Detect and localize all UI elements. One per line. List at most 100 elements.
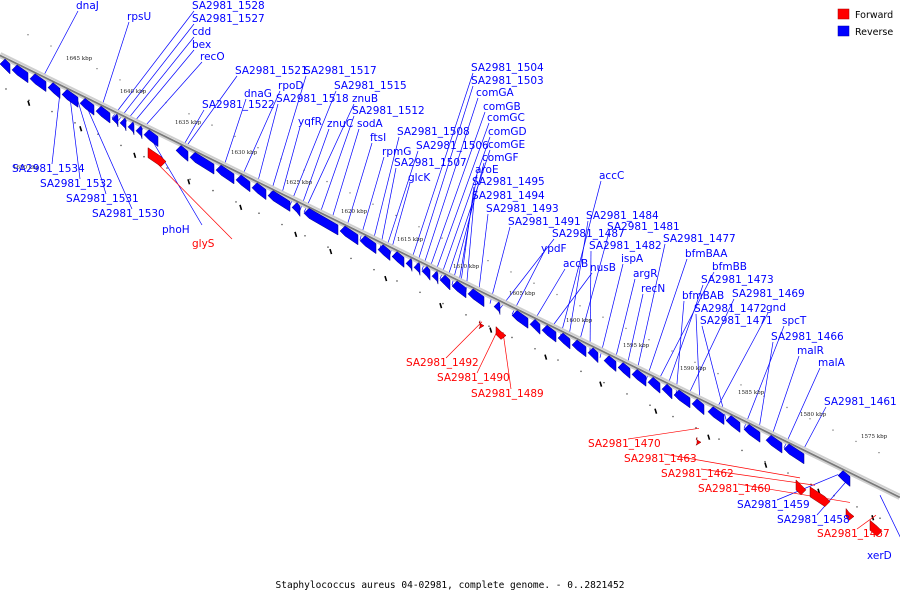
forward-gene <box>147 147 167 167</box>
reverse-gene <box>111 113 119 128</box>
ruler-dot <box>602 316 604 318</box>
ruler-dot <box>488 325 490 327</box>
ruler-dot <box>395 214 397 217</box>
leader-line <box>51 92 61 165</box>
gene-label: rpsU <box>127 11 151 23</box>
scale-tick-label: 1610 kbp <box>453 264 480 270</box>
reverse-gene <box>743 424 761 443</box>
ruler-dot <box>672 415 674 418</box>
leader-line <box>465 200 475 292</box>
ruler-dot <box>740 384 742 386</box>
tick-mark <box>384 275 388 282</box>
leader-line <box>111 10 195 119</box>
leader-line <box>655 271 715 386</box>
tick-mark <box>239 204 243 211</box>
ruler-dot <box>257 147 259 149</box>
gene-label: SA2981_1470 <box>588 438 661 450</box>
gene-label: comGA <box>476 87 515 99</box>
leader-line <box>445 321 483 359</box>
ruler-dot <box>372 203 374 205</box>
tick-mark <box>79 126 83 132</box>
reverse-gene <box>617 362 631 379</box>
reverse-gene <box>267 190 291 212</box>
ruler-dot <box>418 226 420 228</box>
leader-line <box>511 253 544 315</box>
ruler-dot <box>396 280 398 282</box>
reverse-gene <box>405 257 413 272</box>
ruler-dot <box>119 79 121 81</box>
gene-label: SA2981_1490 <box>437 372 510 384</box>
leader-line <box>139 61 203 132</box>
scale-tick-labels: 1650 kbp 1645 kbp 1640 kbp 1635 kbp 1630 kbp… <box>13 56 888 440</box>
reverse-gene <box>61 89 79 108</box>
gene-label: SA2981_1462 <box>661 468 734 480</box>
gene-label: SA2981_1481 <box>607 221 680 233</box>
gene-label: comGB <box>483 101 521 113</box>
leader-line <box>457 174 478 288</box>
leader-line <box>384 150 419 253</box>
tick-mark <box>133 152 137 159</box>
reverse-gene <box>431 270 439 285</box>
leader-line <box>675 300 685 396</box>
ruler-dot <box>786 406 788 409</box>
reverse-gene <box>661 383 673 400</box>
forward-gene <box>478 320 485 330</box>
reverse-gene <box>631 369 647 387</box>
leader-line <box>879 495 900 538</box>
ruler-dot <box>96 67 98 70</box>
reverse-gene <box>783 443 805 465</box>
ruler-dot <box>27 34 29 36</box>
tick-mark <box>329 248 333 255</box>
gene-label: bfmBAB <box>682 290 724 302</box>
gene-label: accC <box>599 170 624 182</box>
ruler-dot <box>579 305 581 307</box>
leader-line <box>635 243 666 376</box>
reverse-gene <box>235 174 251 193</box>
gene-label: znuB <box>352 93 378 105</box>
reverse-gene <box>11 64 29 84</box>
leader-line <box>769 355 800 442</box>
tick-mark <box>294 231 298 238</box>
gene-label: ispA <box>621 253 644 265</box>
ruler-dot <box>326 180 328 183</box>
gene-label: SA2981_1530 <box>92 208 165 220</box>
leader-line <box>663 453 801 479</box>
ruler-dot <box>764 460 766 463</box>
gene-label: cdd <box>192 26 211 38</box>
legend-forward-swatch <box>837 8 850 20</box>
ruler-dot <box>718 438 720 440</box>
ruler-dot <box>50 45 52 47</box>
ruler-dot <box>878 451 880 454</box>
reverse-gene <box>359 235 377 255</box>
gene-label: SA2981_1469 <box>732 288 805 300</box>
reverse-gene <box>837 470 851 487</box>
ruler-dot <box>234 135 236 138</box>
reverse-gene <box>95 105 111 124</box>
gene-label: yqfR <box>298 116 322 128</box>
scale-tick-label: 1595 kbp <box>623 343 650 349</box>
ruler-dot <box>694 361 696 364</box>
gene-label: comGF <box>482 152 519 164</box>
reverse-gene <box>647 376 661 394</box>
reverse-gene <box>493 301 501 315</box>
gene-label: SA2981_1495 <box>472 176 545 188</box>
ruler-dot <box>304 234 306 237</box>
tick-mark <box>489 327 493 333</box>
ruler-dot <box>809 418 811 420</box>
leader-line <box>409 72 474 265</box>
reverse-gene <box>127 121 135 135</box>
leader-line <box>489 226 511 304</box>
gene-label: SA2981_1503 <box>471 75 544 87</box>
forward-gene <box>695 437 702 446</box>
ruler-dot <box>373 268 375 271</box>
legend: Forward Reverse <box>837 8 893 38</box>
gene-label: SA2981_1521 <box>235 65 308 77</box>
leader-line <box>69 97 81 180</box>
leader-line <box>445 149 491 283</box>
gene-label: SA2981_1489 <box>471 388 544 400</box>
leader-line <box>149 136 203 226</box>
gene-label: comGC <box>487 112 525 124</box>
gene-label: znuC <box>327 118 353 130</box>
leader-line <box>685 298 735 401</box>
gene-label: SA2981_1494 <box>472 190 545 202</box>
